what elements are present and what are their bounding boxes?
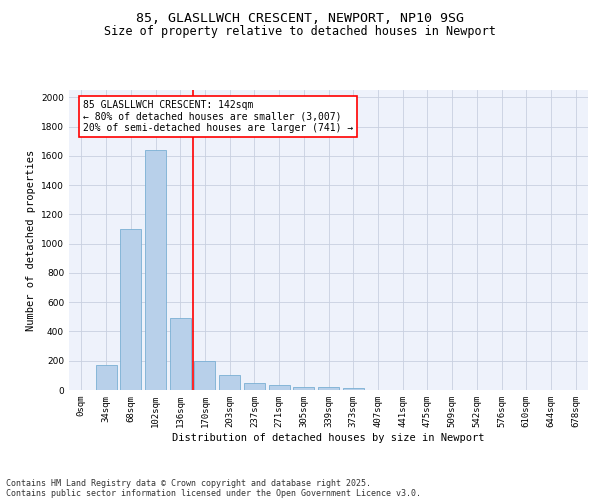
Bar (293, 387, 314, 390)
Text: Contains public sector information licensed under the Open Government Licence v3: Contains public sector information licen… (6, 488, 421, 498)
Bar (318, 387, 339, 390)
Bar (343, 388, 364, 390)
Bar (269, 385, 290, 390)
Bar (145, 150, 166, 390)
Y-axis label: Number of detached properties: Number of detached properties (26, 150, 35, 330)
Text: 85, GLASLLWCH CRESCENT, NEWPORT, NP10 9SG: 85, GLASLLWCH CRESCENT, NEWPORT, NP10 9S… (136, 12, 464, 26)
X-axis label: Distribution of detached houses by size in Newport: Distribution of detached houses by size … (172, 432, 485, 442)
Bar (95, 365, 116, 390)
Bar (219, 374, 240, 390)
Bar (120, 229, 141, 390)
Bar (170, 318, 191, 390)
Text: Contains HM Land Registry data © Crown copyright and database right 2025.: Contains HM Land Registry data © Crown c… (6, 478, 371, 488)
Bar (244, 384, 265, 390)
Text: 85 GLASLLWCH CRESCENT: 142sqm
← 80% of detached houses are smaller (3,007)
20% o: 85 GLASLLWCH CRESCENT: 142sqm ← 80% of d… (83, 100, 353, 134)
Text: Size of property relative to detached houses in Newport: Size of property relative to detached ho… (104, 25, 496, 38)
Bar (194, 360, 215, 390)
